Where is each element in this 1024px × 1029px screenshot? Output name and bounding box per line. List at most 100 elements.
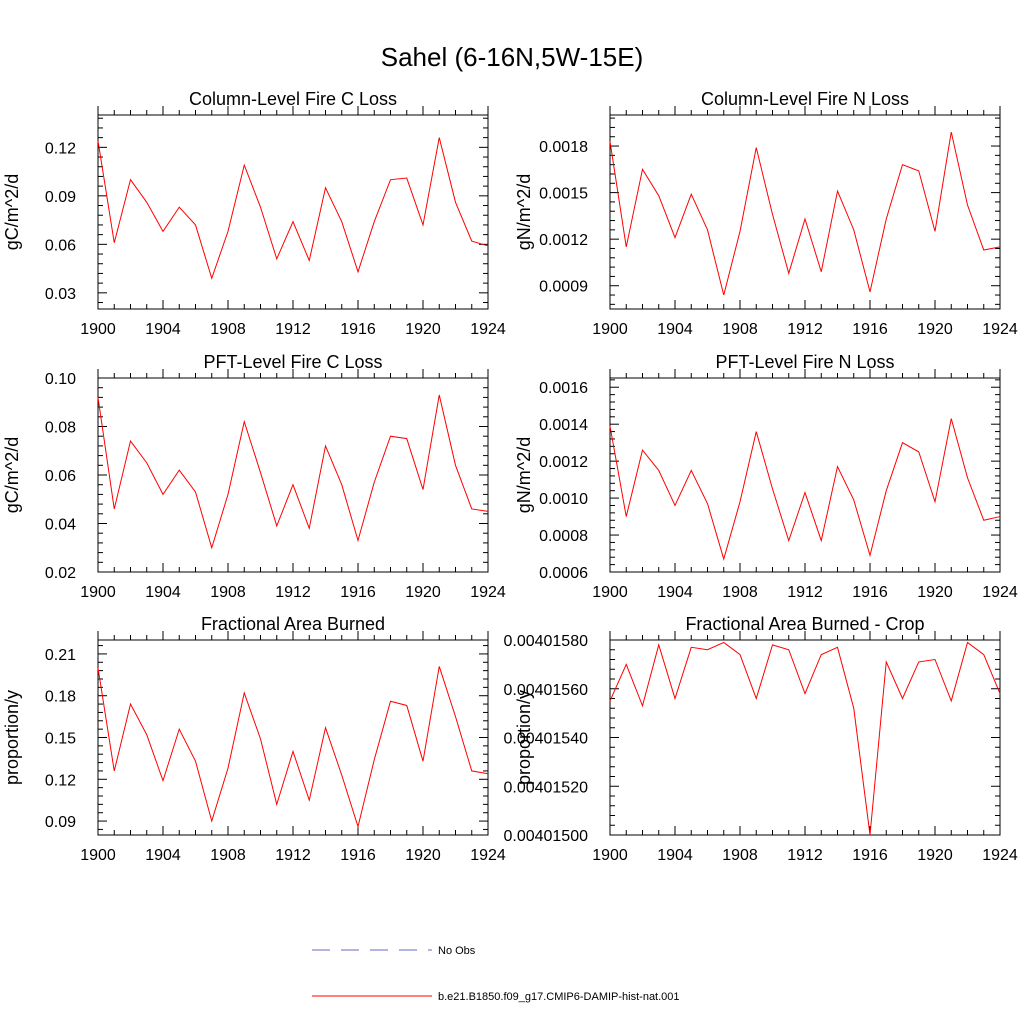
y-tick-label: 0.0015 (539, 186, 588, 203)
y-tick-label: 0.0006 (539, 565, 588, 582)
series-line (609, 641, 1001, 836)
y-tick-label: 0.0008 (539, 528, 588, 545)
x-tick-label: 1924 (470, 584, 506, 601)
x-tick-label: 1912 (787, 584, 823, 601)
y-tick-label: 0.00401540 (503, 731, 588, 748)
y-tick-label: 0.12 (45, 140, 76, 157)
y-tick-label: 0.03 (45, 286, 76, 303)
y-tick-label: 0.00401520 (503, 779, 588, 796)
panel-title: PFT-Level Fire C Loss (203, 352, 382, 372)
panel-4: PFT-Level Fire N Loss gN/m^2/d 1900 1904 190… (514, 352, 1018, 601)
y-axis-label: gN/m^2/d (514, 437, 534, 513)
y-axis-label: gC/m^2/d (2, 174, 22, 250)
plot-frame (609, 114, 1001, 310)
x-tick-label: 1920 (405, 584, 441, 601)
x-tick-label: 1900 (592, 847, 628, 864)
plot-frame (609, 377, 1001, 573)
panel-title: Fractional Area Burned (201, 614, 385, 634)
x-tick-label: 1912 (787, 847, 823, 864)
x-tick-label: 1920 (405, 847, 441, 864)
y-tick-label: 0.06 (45, 237, 76, 254)
y-tick-label: 0.04 (45, 517, 76, 534)
x-tick-label: 1908 (210, 321, 246, 338)
x-tick-label: 1908 (722, 321, 758, 338)
y-axis-label: proportion/y (514, 690, 534, 785)
x-tick-label: 1904 (657, 584, 693, 601)
x-tick-label: 1912 (275, 584, 311, 601)
y-tick-label: 0.08 (45, 420, 76, 437)
x-tick-label: 1916 (852, 847, 888, 864)
series-line (97, 394, 489, 550)
panel-title: Column-Level Fire N Loss (701, 89, 909, 109)
panel-title: Column-Level Fire C Loss (189, 89, 397, 109)
legend: No Obs b.e21.B1850.f09_g17.CMIP6-DAMIP-h… (312, 945, 680, 1003)
x-tick-label: 1924 (982, 847, 1018, 864)
legend-label-no-obs: No Obs (438, 945, 476, 957)
y-tick-label: 0.09 (45, 189, 76, 206)
x-tick-label: 1920 (917, 584, 953, 601)
series-line (97, 666, 489, 829)
x-tick-label: 1924 (470, 321, 506, 338)
x-tick-label: 1920 (917, 321, 953, 338)
x-tick-label: 1924 (470, 847, 506, 864)
legend-label-run: b.e21.B1850.f09_g17.CMIP6-DAMIP-hist-nat… (438, 991, 680, 1003)
y-tick-label: 0.00401580 (503, 633, 588, 650)
x-tick-label: 1900 (80, 847, 116, 864)
x-tick-label: 1916 (340, 321, 376, 338)
y-tick-label: 0.06 (45, 468, 76, 485)
x-tick-label: 1904 (657, 321, 693, 338)
x-tick-label: 1912 (275, 847, 311, 864)
panel-2: Column-Level Fire N Loss gN/m^2/d 1900 1904… (514, 89, 1018, 338)
x-tick-label: 1912 (275, 321, 311, 338)
y-tick-label: 0.09 (45, 814, 76, 831)
series-line (97, 137, 489, 280)
y-tick-label: 0.18 (45, 689, 76, 706)
x-tick-label: 1904 (145, 584, 181, 601)
series-line (609, 131, 1001, 296)
plot-frame (97, 114, 489, 310)
x-tick-label: 1908 (722, 847, 758, 864)
y-tick-label: 0.0014 (539, 417, 588, 434)
y-tick-label: 0.21 (45, 647, 76, 664)
panel-title: PFT-Level Fire N Loss (715, 352, 894, 372)
x-tick-label: 1904 (657, 847, 693, 864)
y-tick-label: 0.02 (45, 565, 76, 582)
y-tick-label: 0.12 (45, 772, 76, 789)
y-tick-label: 0.00401500 (503, 828, 588, 845)
y-axis-label: proportion/y (2, 690, 22, 785)
y-tick-label: 0.0012 (539, 454, 588, 471)
x-tick-label: 1920 (405, 321, 441, 338)
y-tick-label: 0.0009 (539, 279, 588, 296)
panels: Column-Level Fire C Loss gC/m^2/d 1900 1904… (2, 89, 1018, 864)
y-tick-label: 0.0010 (539, 491, 588, 508)
x-tick-label: 1916 (340, 584, 376, 601)
x-tick-label: 1924 (982, 321, 1018, 338)
x-tick-label: 1908 (210, 584, 246, 601)
y-tick-label: 0.0018 (539, 139, 588, 156)
panel-5: Fractional Area Burned proportion/y 1900 19… (2, 614, 506, 864)
plot-frame (97, 639, 489, 836)
panel-3: PFT-Level Fire C Loss gC/m^2/d 1900 1904 190… (2, 352, 506, 601)
y-axis-label: gC/m^2/d (2, 437, 22, 513)
y-tick-label: 0.00401560 (503, 682, 588, 699)
x-tick-label: 1904 (145, 321, 181, 338)
plot-frame (609, 639, 1001, 836)
x-tick-label: 1900 (592, 321, 628, 338)
plot-frame (97, 377, 489, 573)
x-tick-label: 1900 (80, 321, 116, 338)
series-line (609, 418, 1001, 561)
x-tick-label: 1908 (722, 584, 758, 601)
y-tick-label: 0.0012 (539, 232, 588, 249)
x-tick-label: 1916 (852, 321, 888, 338)
panel-title: Fractional Area Burned - Crop (685, 614, 924, 634)
x-tick-label: 1924 (982, 584, 1018, 601)
y-tick-label: 0.0016 (539, 380, 588, 397)
figure-title: Sahel (6-16N,5W-15E) (381, 42, 644, 72)
panel-1: Column-Level Fire C Loss gC/m^2/d 1900 1904… (2, 89, 506, 338)
y-tick-label: 0.15 (45, 731, 76, 748)
x-tick-label: 1904 (145, 847, 181, 864)
y-tick-label: 0.10 (45, 371, 76, 388)
x-tick-label: 1908 (210, 847, 246, 864)
x-tick-label: 1912 (787, 321, 823, 338)
